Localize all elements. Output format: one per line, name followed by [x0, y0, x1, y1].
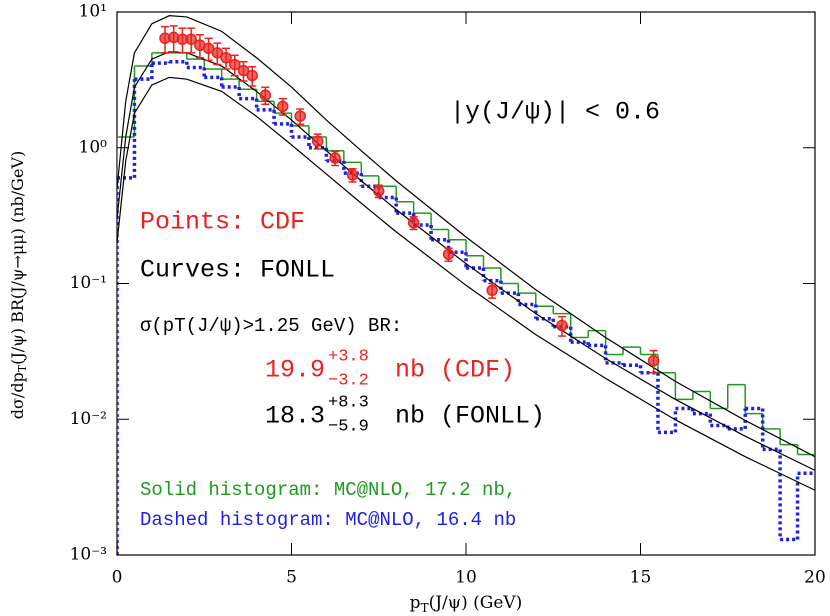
result-value: 19.9	[265, 356, 325, 385]
cdf-point	[407, 217, 420, 229]
y-tick-label: 10⁻¹	[70, 273, 107, 293]
cdf-point	[277, 100, 289, 113]
cdf-result: 19.9 +3.8 −3.2 nb (CDF)	[265, 347, 515, 390]
cdf-point	[373, 185, 385, 197]
dashed-hist-note: Dashed histogram: MC@NLO, 16.4 nb	[140, 509, 516, 531]
x-tick-label: 10	[455, 568, 477, 588]
result-value: 18.3	[265, 402, 325, 431]
y-tick-label: 10⁻³	[70, 545, 107, 565]
cdf-point	[211, 47, 224, 59]
x-tick-label: 5	[286, 568, 297, 588]
cdf-point	[237, 64, 250, 77]
x-label-sub: T	[421, 601, 429, 615]
result-minus: −5.9	[328, 417, 369, 436]
x-tick-label: 20	[804, 568, 826, 588]
histogram	[117, 52, 815, 555]
y-label-sub: T	[16, 364, 29, 372]
cdf-point	[442, 248, 455, 261]
x-tick-label: 15	[630, 568, 652, 588]
cdf-point	[294, 110, 306, 122]
x-tick-label: 0	[112, 568, 123, 588]
solid-hist-note: Solid histogram: MC@NLO, 17.2 nb,	[140, 479, 516, 501]
sigma-note: σ(pT(J/ψ)>1.25 GeV) BR:	[140, 315, 402, 337]
cdf-point	[486, 284, 498, 297]
cdf-point	[556, 319, 568, 332]
plot-area	[117, 15, 815, 555]
fonll-curve	[117, 76, 815, 491]
cdf-point	[259, 89, 272, 101]
x-label-main: p	[410, 593, 421, 613]
y-axis-label: dσ/dpT(J/ψ) BR(J/ψ→μμ) (nb/GeV)	[8, 151, 30, 419]
y-tick-label: 10⁰	[79, 137, 108, 157]
y-tick-label: 10⁻²	[70, 409, 107, 429]
result-plus: +8.3	[328, 393, 369, 412]
cdf-point	[311, 135, 324, 147]
result-minus: −3.2	[328, 371, 369, 390]
x-label-rest: (J/ψ) (GeV)	[429, 593, 523, 613]
curves-note: Curves: FONLL	[140, 256, 335, 285]
fonll-curve	[117, 15, 815, 458]
result-unit: nb (FONLL)	[395, 402, 545, 431]
result-plus: +3.8	[328, 347, 369, 366]
cdf-point	[329, 152, 341, 164]
y-label-rest: (J/ψ) BR(J/ψ→μμ) (nb/GeV)	[8, 151, 27, 365]
fonll-curve	[117, 51, 815, 471]
cdf-point	[229, 58, 241, 71]
cdf-point	[202, 42, 215, 55]
cdf-point	[246, 69, 258, 82]
cdf-point	[220, 52, 232, 64]
cdf-point	[185, 33, 197, 45]
x-axis-label: pT(J/ψ) (GeV)	[410, 593, 523, 615]
rapidity-cut: |y(J/ψ)| < 0.6	[450, 98, 660, 127]
result-unit: nb (CDF)	[395, 356, 515, 385]
cdf-point	[647, 354, 660, 367]
fonll-result: 18.3 +8.3 −5.9 nb (FONLL)	[265, 393, 545, 436]
y-label-main: dσ/dp	[8, 372, 27, 419]
y-tick-label: 10¹	[79, 2, 107, 22]
cdf-point	[346, 169, 359, 181]
points-note: Points: CDF	[140, 208, 305, 237]
